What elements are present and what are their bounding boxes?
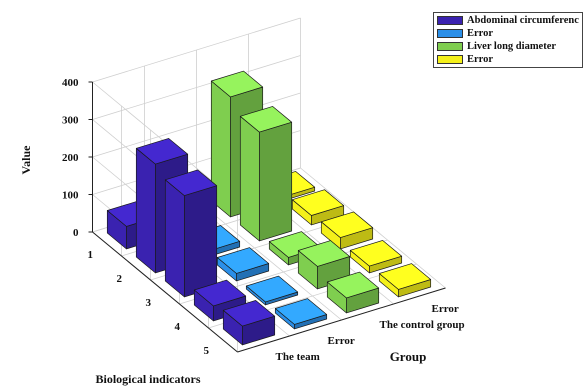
value-axis-title: Value (19, 145, 33, 175)
legend-item-abdominal: Abdominal circumferenc (437, 14, 579, 27)
group-tick-label: Error (432, 303, 459, 315)
grid-line (196, 199, 342, 321)
value-tick-label: 200 (62, 152, 79, 164)
legend-item-liver: Liver long diameter (437, 40, 579, 53)
category-tick-label: 3 (146, 297, 152, 309)
bar-face-front (239, 115, 260, 242)
legend-label: Error (467, 54, 494, 65)
group-tick-label: The control group (380, 319, 465, 331)
bar-face-top (320, 211, 374, 238)
bar-face-side (184, 185, 218, 298)
legend-swatch (437, 55, 463, 64)
bar-5-1 (222, 300, 276, 346)
bar-face-side (259, 121, 293, 242)
legend-label: Liver long diameter (467, 41, 557, 52)
category-tick-label: 5 (204, 345, 210, 357)
bar-face-top (274, 298, 328, 325)
value-tick-label: 400 (62, 77, 79, 89)
bar-face-top (378, 263, 432, 290)
bar-face-front (164, 179, 185, 298)
bar-face-top (193, 279, 247, 307)
group-axis-title: Group (390, 349, 427, 364)
bar-face-top (239, 106, 293, 133)
legend-label: Error (467, 28, 494, 39)
bar-face-top (291, 189, 345, 216)
group-axis (237, 287, 446, 353)
bar-face-top (222, 300, 276, 327)
bar-2-4 (291, 189, 345, 226)
bar-face-top (135, 138, 189, 165)
legend-swatch (437, 29, 463, 38)
labels-layer: 0 100 200 300 400 1 2 3 4 5 The team Error The contr… (19, 77, 465, 386)
bar-5-3 (326, 271, 380, 314)
bar-face-top (245, 275, 299, 303)
category-tick-label: 1 (88, 249, 94, 261)
bar-4-2 (245, 275, 299, 306)
legend-item-error-1: Error (437, 27, 579, 40)
bar-3-2 (216, 247, 270, 282)
value-tick-label: 300 (62, 115, 79, 127)
category-axis (92, 231, 238, 353)
value-tick-label: 0 (73, 227, 79, 239)
group-tick-label: Error (328, 335, 355, 347)
category-tick-label: 2 (117, 273, 123, 285)
bar-face-front (135, 147, 156, 274)
category-tick-label: 4 (175, 321, 181, 333)
bar-3-4 (320, 211, 374, 250)
bar-face-top (297, 240, 351, 267)
legend-swatch (437, 16, 463, 25)
value-tick-label: 100 (62, 190, 79, 202)
bar-face-top (349, 240, 403, 267)
bar-face-top (326, 271, 380, 299)
bar-face-top (216, 247, 270, 274)
category-axis-title: Biological indicators (96, 372, 201, 386)
legend-swatch (437, 42, 463, 51)
axes-layer (88, 81, 446, 353)
bar-face-top (164, 169, 218, 196)
bar-5-2 (274, 298, 328, 330)
bar-2-3 (239, 106, 293, 242)
legend: Abdominal circumferenc Error Liver long … (433, 12, 583, 68)
bar-4-4 (349, 240, 403, 274)
bar-3-1 (164, 169, 218, 298)
legend-label: Abdominal circumferenc (467, 15, 579, 26)
legend-item-error-2: Error (437, 53, 579, 66)
bar-5-4 (378, 263, 432, 298)
bar-face-top (210, 70, 264, 98)
group-tick-label: The team (276, 351, 320, 363)
bars-layer (106, 70, 432, 346)
